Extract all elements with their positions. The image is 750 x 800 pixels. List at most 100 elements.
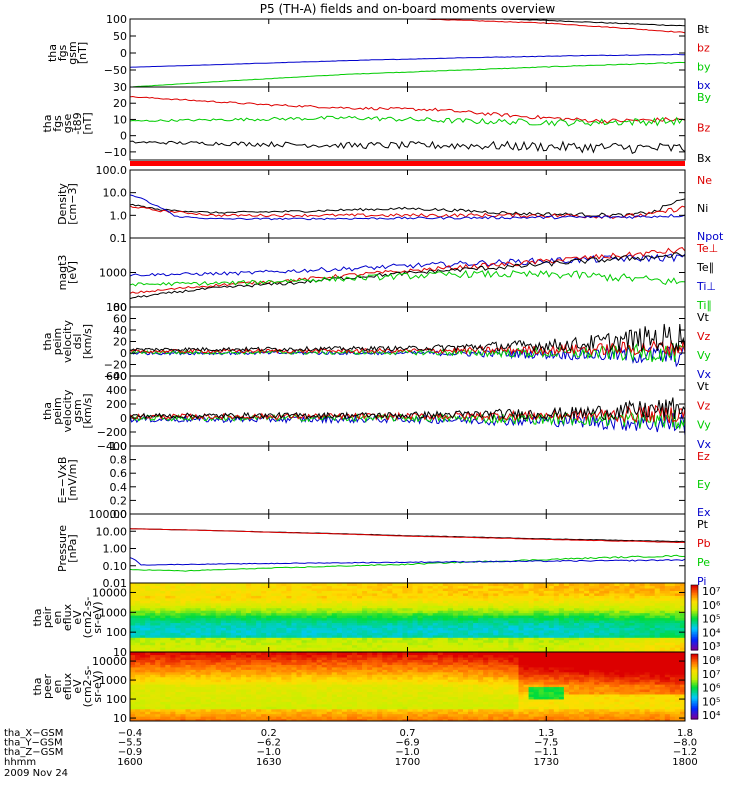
y-tick-label: 0.8 — [110, 454, 128, 467]
legend-entry: Ex — [697, 506, 711, 519]
y-axis-label: tha — [41, 114, 54, 132]
y-tick-label: 20 — [113, 336, 127, 349]
y-tick-label: −400 — [97, 440, 127, 453]
y-tick-label: 50 — [113, 30, 127, 43]
y-axis-label: [nT] — [76, 42, 89, 64]
y-axis-label: peer — [41, 674, 54, 700]
flag-bar — [130, 161, 685, 166]
series-line-Bt — [487, 19, 685, 27]
legend-entry: Te⊥ — [696, 242, 718, 255]
panel-frame — [129, 169, 686, 239]
colorbar-label: 10⁷ — [702, 668, 720, 681]
y-tick-label: 1.00 — [103, 543, 128, 556]
y-axis-label: sr-eV) — [91, 601, 104, 633]
series-line-by — [130, 61, 685, 87]
x-tick-label: −5.5 — [118, 738, 142, 749]
y-tick-label: −200 — [97, 426, 127, 439]
legend-entry: Bz — [697, 122, 711, 135]
x-tick-label: 1.3 — [538, 728, 554, 739]
legend-entry: Vt — [697, 311, 710, 324]
series-line-By — [130, 115, 685, 127]
legend-entry: Vy — [697, 419, 711, 432]
spectrogram-p9 — [130, 583, 685, 652]
y-tick-label: 10 — [113, 646, 127, 659]
y-axis-label: en — [51, 680, 64, 694]
y-axis-label: [mV/m] — [66, 459, 79, 500]
y-tick-label: 1.0 — [110, 209, 128, 222]
y-tick-label: 0.1 — [110, 232, 128, 245]
legend-entry: Pi — [697, 575, 706, 588]
y-tick-label: −50 — [104, 64, 127, 77]
y-tick-label: 100.00 — [89, 508, 128, 521]
y-axis-label: peir — [41, 606, 54, 628]
legend-entry: Bx — [697, 152, 712, 165]
date-label: 2009 Nov 24 — [4, 768, 68, 779]
series-line-Te∥ — [130, 252, 685, 300]
x-axis-table: tha_X−GSM −0.4 0.2 0.7 1.3 1.8 tha_Y−GSM −5.5 −6… — [4, 728, 698, 779]
y-axis-label: tha — [41, 332, 54, 350]
x-tick-label: −1.2 — [673, 747, 697, 758]
series-line-Vz — [130, 340, 685, 357]
y-tick-label: 100 — [106, 693, 127, 706]
panel-frame — [129, 18, 686, 88]
series-line-Bz — [130, 95, 685, 124]
colorbar-label: 10⁴ — [702, 626, 721, 639]
legend-entry: bz — [697, 42, 710, 55]
y-axis-label: (cm2-s- — [81, 597, 94, 639]
y-axis-label: gse — [61, 114, 74, 134]
legend-entry: Pb — [697, 537, 711, 550]
y-tick-label: 200 — [106, 398, 127, 411]
colorbar-label: 10⁴ — [702, 709, 721, 722]
legend-entry: bx — [697, 79, 711, 92]
x-axis-row-label: tha_X−GSM — [4, 728, 63, 739]
legend-entry: Vz — [697, 330, 711, 343]
panel-p8: Pt Pb Pe Pi 100.00 10.00 1.00 0.10 0.01 Pressure[… — [56, 508, 711, 590]
legend-entry: Te∥ — [696, 261, 714, 274]
y-tick-label: −10 — [104, 146, 127, 159]
y-tick-label: 0.0 — [110, 508, 128, 521]
y-axis-label: en — [51, 611, 64, 625]
x-tick-label: −1.1 — [534, 747, 558, 758]
y-axis-label: fgs — [56, 44, 69, 61]
legend-entry: Vx — [697, 368, 712, 381]
y-axis-label: gsm — [71, 399, 84, 422]
series-line-Npot — [130, 194, 685, 221]
x-tick-label: 1700 — [395, 757, 420, 768]
y-axis-label: tha — [31, 608, 44, 626]
y-tick-label: 80 — [113, 301, 127, 314]
y-tick-label: 10 — [113, 113, 127, 126]
spectrogram-p10 — [130, 652, 685, 721]
y-tick-label: 0 — [120, 347, 127, 360]
y-tick-label: 10000 — [92, 655, 127, 668]
colorbar-label: 10⁶ — [702, 682, 721, 695]
y-tick-label: 20 — [113, 97, 127, 110]
y-tick-label: 1.0 — [110, 440, 128, 453]
panel-frame — [129, 306, 686, 377]
legend-entry: Vz — [697, 399, 711, 412]
chart-title: P5 (TH-A) fields and on-board moments ov… — [260, 2, 556, 16]
panel-frame — [129, 445, 686, 515]
legend-entry: Ti∥ — [696, 299, 712, 312]
legend-entry: Ey — [697, 478, 711, 491]
legend-entry: Ne — [697, 174, 712, 187]
x-tick-label: −1.0 — [257, 747, 281, 758]
series-line-Pe — [130, 554, 685, 572]
series-line-Pi — [130, 557, 685, 566]
y-tick-label: 30 — [113, 81, 127, 94]
x-axis-row-label: hhmm — [4, 757, 36, 768]
y-tick-label: 10.00 — [96, 525, 128, 538]
legend-entry: Ez — [697, 450, 710, 463]
y-tick-label: 0.4 — [110, 481, 128, 494]
colorbar-label: 10⁷ — [702, 585, 720, 598]
series-line-Bx — [130, 140, 685, 154]
legend-entry: Bt — [697, 23, 710, 36]
y-axis-label: gsm — [66, 41, 79, 64]
y-axis-label: Density — [56, 183, 69, 225]
panel-frame — [129, 513, 686, 584]
